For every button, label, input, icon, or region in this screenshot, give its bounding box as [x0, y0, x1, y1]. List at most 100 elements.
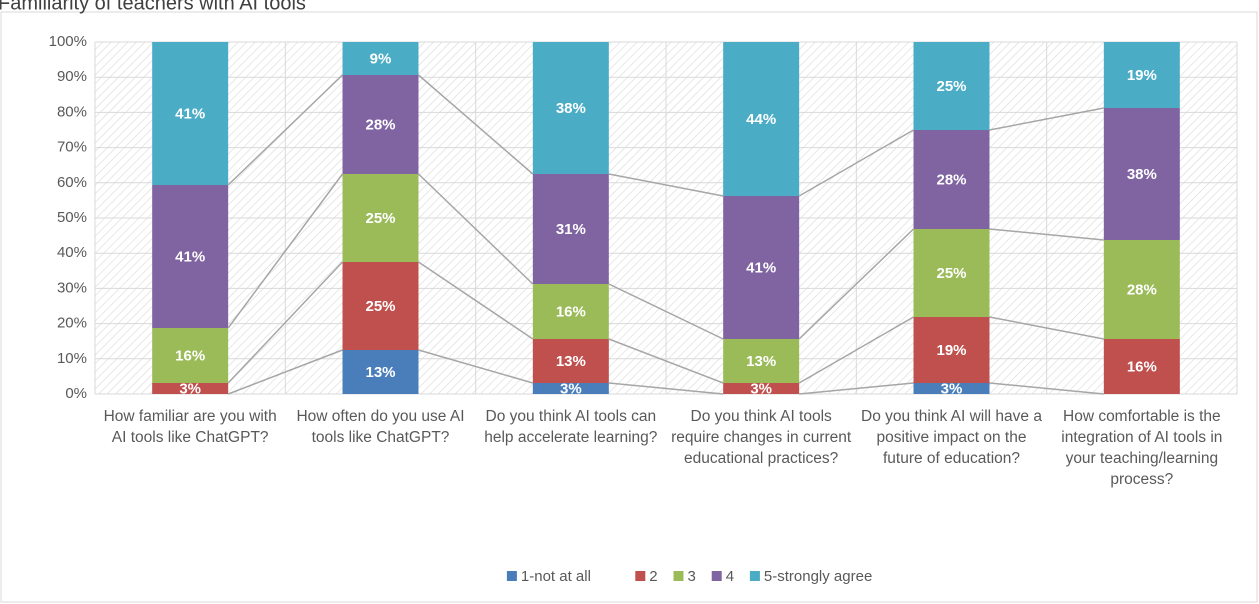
x-tick-label: Do you think AI tools require changes in… — [671, 408, 852, 467]
bar-segment — [1103, 339, 1180, 394]
data-label: 3% — [560, 380, 582, 397]
chart-border — [0, 11, 1258, 603]
data-label: 3% — [750, 380, 772, 397]
data-label: 41% — [175, 105, 205, 122]
bar-segment — [913, 130, 990, 229]
bar-segment — [913, 42, 990, 130]
x-tick-label: Do you think AI tools can help accelerat… — [484, 408, 658, 446]
y-tick-label: 0% — [65, 385, 87, 402]
y-tick-label: 20% — [57, 315, 87, 332]
y-tick-label: 50% — [57, 209, 87, 226]
series-line — [227, 349, 343, 395]
series-line — [418, 261, 534, 340]
bar-segment — [913, 229, 990, 317]
data-label: 31% — [556, 221, 586, 238]
bar-segment — [532, 383, 609, 394]
bar-segment — [723, 339, 800, 383]
data-label: 9% — [370, 50, 392, 67]
y-tick-label: 10% — [57, 350, 87, 367]
data-label: 16% — [175, 347, 205, 364]
legend-label: 3 — [688, 568, 696, 585]
legend-swatch — [635, 571, 646, 581]
bar-segment — [152, 383, 229, 394]
bar-segment — [152, 42, 229, 185]
series-line — [227, 261, 344, 384]
series-line — [798, 316, 914, 384]
x-tick-label: How comfortable is the integration of AI… — [1061, 408, 1223, 488]
series-line — [608, 283, 724, 340]
data-label: 28% — [365, 116, 395, 133]
data-label: 13% — [746, 353, 776, 370]
bar-segment — [723, 42, 800, 196]
legend-label: 1-not at all — [521, 568, 591, 585]
data-label: 16% — [556, 303, 586, 320]
x-tick-label: How often do you use AI tools like ChatG… — [296, 408, 465, 446]
legend-label: 2 — [649, 568, 657, 585]
bar-segment — [913, 383, 990, 394]
series-line — [799, 382, 914, 395]
legend-swatch — [506, 571, 517, 581]
bar-segment — [342, 174, 419, 262]
series-line — [418, 74, 534, 175]
data-label: 19% — [936, 342, 966, 359]
bar-segment — [532, 42, 609, 174]
data-label: 41% — [746, 259, 776, 276]
bar-segment — [723, 383, 800, 394]
bar-segment — [1103, 108, 1180, 240]
bar-segment — [1103, 240, 1180, 339]
legend-swatch — [673, 571, 684, 581]
bar-segment — [532, 339, 609, 383]
data-label: 25% — [365, 298, 395, 315]
x-tick-label: Do you think AI will have a positive imp… — [861, 408, 1042, 467]
series-line — [608, 173, 724, 197]
series-line — [608, 382, 724, 395]
data-label: 16% — [1127, 358, 1157, 375]
series-line — [227, 74, 344, 186]
y-tick-label: 60% — [57, 174, 87, 191]
data-label: 3% — [941, 380, 963, 397]
data-label: 3% — [179, 380, 201, 397]
y-tick-label: 100% — [49, 33, 87, 50]
bar-segment — [342, 75, 419, 174]
series-line — [608, 338, 724, 384]
bar-segment — [532, 284, 609, 339]
series-line — [989, 228, 1104, 241]
bar-segment — [342, 262, 419, 350]
bar-segment — [152, 185, 229, 328]
y-tick-label: 30% — [57, 279, 87, 296]
series-line — [989, 107, 1104, 131]
bar-segment — [913, 317, 990, 383]
series-line — [418, 349, 534, 384]
data-label: 38% — [1127, 166, 1157, 183]
series-line — [417, 173, 534, 285]
series-line — [227, 173, 344, 329]
legend-label: 5-strongly agree — [764, 568, 872, 585]
series-line — [798, 228, 915, 340]
y-tick-label: 70% — [57, 139, 87, 156]
data-label: 13% — [556, 353, 586, 370]
series-line — [989, 316, 1104, 340]
data-label: 25% — [936, 265, 966, 282]
data-label: 25% — [936, 78, 966, 95]
bar-segment — [342, 42, 419, 75]
bar-segment — [1103, 42, 1180, 108]
data-label: 38% — [556, 100, 586, 117]
x-tick-label: How familiar are you with AI tools like … — [103, 408, 277, 446]
y-tick-label: 90% — [57, 68, 87, 85]
y-tick-label: 80% — [57, 103, 87, 120]
series-line — [798, 129, 914, 197]
series-line — [989, 382, 1104, 395]
chart-title: Familiarity of teachers with AI tools — [0, 0, 306, 14]
data-label: 41% — [175, 248, 205, 265]
data-label: 19% — [1127, 67, 1157, 84]
bar-segment — [532, 174, 609, 284]
legend-swatch — [711, 571, 722, 581]
data-label: 44% — [746, 111, 776, 128]
data-label: 28% — [1127, 281, 1157, 298]
legend-label: 4 — [726, 568, 734, 585]
bar-segment — [342, 350, 419, 394]
y-tick-label: 40% — [57, 244, 87, 261]
data-label: 28% — [936, 171, 966, 188]
